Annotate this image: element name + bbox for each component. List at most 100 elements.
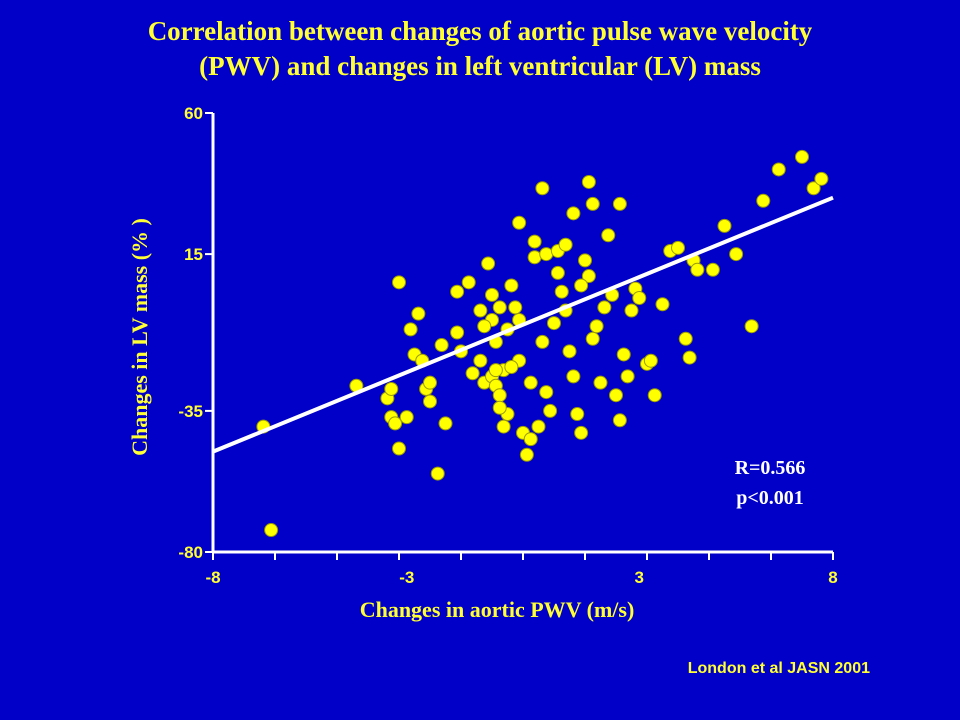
x-tick-label: 3: [635, 568, 644, 587]
data-point: [593, 375, 608, 390]
data-point: [585, 196, 600, 211]
data-point: [744, 319, 759, 334]
data-point: [504, 278, 519, 293]
citation: London et al JASN 2001: [687, 660, 870, 677]
data-point: [756, 193, 771, 208]
regression-line: [212, 195, 834, 454]
chart-title: Correlation between changes of aortic pu…: [0, 14, 960, 84]
data-point: [423, 375, 437, 390]
data-point: [771, 162, 786, 177]
data-point: [705, 262, 720, 277]
data-point: [589, 319, 604, 334]
data-point: [609, 388, 623, 403]
y-tick-label: -35: [178, 402, 203, 421]
data-point: [795, 149, 809, 164]
y-tick-label: 60: [184, 104, 203, 123]
data-point: [450, 284, 465, 299]
data-point: [547, 316, 561, 331]
y-tick-label: -80: [178, 543, 203, 562]
data-point: [612, 413, 627, 428]
data-point: [430, 466, 445, 481]
data-point: [632, 291, 647, 306]
p-value: p<0.001: [736, 487, 804, 509]
y-axis-title: Changes in LV mass (% ): [127, 218, 152, 456]
data-point: [481, 256, 496, 271]
data-point: [612, 196, 627, 211]
x-tick-label: -3: [399, 568, 414, 587]
data-point: [717, 218, 732, 233]
data-point: [473, 353, 488, 368]
x-tick-label: 8: [828, 568, 837, 587]
data-point: [806, 181, 821, 196]
data-point: [450, 325, 465, 340]
data-point: [527, 234, 542, 249]
data-point: [558, 237, 573, 252]
data-point: [492, 400, 507, 415]
data-point: [264, 523, 279, 538]
data-point: [543, 403, 558, 418]
data-point: [581, 269, 596, 284]
data-point: [597, 300, 612, 315]
data-point: [519, 447, 534, 462]
data-point: [488, 363, 503, 378]
data-point: [690, 262, 705, 277]
data-point: [671, 240, 685, 255]
data-point: [578, 253, 592, 268]
data-point: [814, 171, 829, 186]
data-point: [403, 322, 418, 337]
data-point: [399, 410, 414, 425]
data-point: [388, 416, 403, 431]
data-point: [477, 319, 492, 334]
data-point: [504, 359, 519, 374]
data-point: [492, 300, 507, 315]
data-point: [535, 334, 550, 349]
chart-title-line-1: Correlation between changes of aortic pu…: [147, 16, 813, 46]
chart-title-line-2: (PWV) and changes in left ventricular (L…: [199, 51, 761, 81]
data-point: [647, 388, 662, 403]
data-point: [539, 385, 554, 400]
data-point: [616, 347, 631, 362]
data-point: [392, 441, 406, 456]
data-point: [384, 381, 399, 396]
data-point: [562, 344, 577, 359]
data-point: [539, 247, 554, 262]
x-tick-label: -8: [205, 568, 220, 587]
data-point: [570, 407, 585, 422]
data-point: [682, 350, 697, 365]
data-point: [434, 338, 449, 353]
data-point: [550, 265, 565, 280]
data-point: [411, 306, 426, 321]
data-point: [461, 275, 476, 290]
data-point: [535, 181, 550, 196]
data-point: [527, 250, 542, 265]
data-point: [585, 331, 600, 346]
data-point: [678, 331, 693, 346]
data-point: [438, 416, 453, 431]
y-tick-label: 15: [184, 245, 203, 264]
data-point: [465, 366, 480, 381]
correlation-coefficient: R=0.566: [735, 457, 806, 479]
data-point: [581, 174, 596, 189]
data-point: [620, 369, 635, 384]
data-point: [531, 419, 546, 434]
data-point: [624, 303, 639, 318]
data-point: [729, 247, 744, 262]
data-point: [574, 425, 589, 440]
data-point: [566, 206, 581, 221]
data-point: [601, 228, 616, 243]
data-point: [523, 375, 538, 390]
data-point: [655, 297, 670, 312]
data-point: [566, 369, 581, 384]
data-point: [496, 419, 511, 434]
data-point: [508, 300, 523, 315]
data-point: [473, 303, 488, 318]
x-axis-title: Changes in aortic PWV (m/s): [360, 597, 635, 622]
data-point: [523, 432, 538, 447]
data-point: [492, 388, 507, 403]
data-point: [574, 278, 589, 293]
data-point: [392, 275, 406, 290]
data-point: [512, 215, 527, 230]
data-point: [554, 284, 569, 299]
data-point: [643, 353, 658, 368]
